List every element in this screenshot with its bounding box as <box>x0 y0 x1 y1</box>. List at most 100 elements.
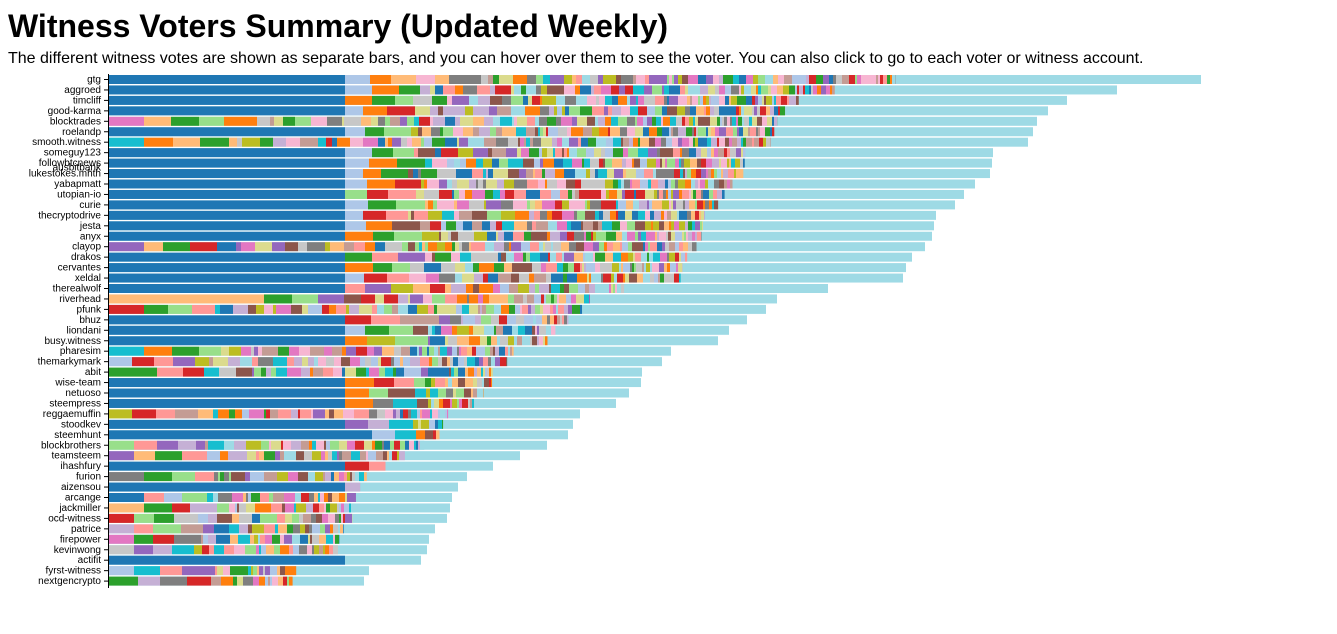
bar-segment[interactable] <box>564 85 575 95</box>
bar-segment[interactable] <box>536 315 542 325</box>
bar-segment[interactable] <box>539 325 546 335</box>
bar-segment[interactable] <box>109 576 138 586</box>
bar-segment[interactable] <box>221 566 223 576</box>
bar-segment[interactable] <box>363 169 381 179</box>
bar-segment[interactable] <box>254 534 258 544</box>
bar-segment[interactable] <box>674 75 678 84</box>
bar-segment[interactable] <box>772 95 774 105</box>
bar-segment[interactable] <box>613 179 618 189</box>
bar-segment[interactable] <box>662 242 665 252</box>
bar-segment[interactable] <box>749 106 752 116</box>
bar-segment[interactable] <box>534 273 546 283</box>
bar-segment[interactable] <box>283 440 291 450</box>
bar-segment[interactable] <box>687 210 691 220</box>
bar-segment[interactable] <box>645 189 654 199</box>
bar-segment[interactable] <box>203 524 214 534</box>
bar-segment[interactable] <box>427 179 439 189</box>
bar-segment[interactable] <box>207 493 213 502</box>
bar-segment[interactable] <box>489 106 497 116</box>
bar-segment[interactable] <box>733 127 737 137</box>
bar-segment[interactable] <box>700 95 703 105</box>
bar-segment[interactable] <box>523 95 528 105</box>
bar-segment[interactable] <box>778 106 780 116</box>
bar-segment[interactable] <box>496 325 503 335</box>
bar-segment[interactable] <box>514 116 517 126</box>
bar-segment[interactable] <box>522 273 529 283</box>
bar-segment[interactable] <box>460 158 466 168</box>
bar-segment[interactable] <box>318 357 326 367</box>
y-tick-label[interactable]: nextgencrypto <box>38 576 101 587</box>
bar-segment[interactable] <box>641 252 647 262</box>
bar-segment[interactable] <box>345 231 373 241</box>
bar-segment[interactable] <box>612 158 622 168</box>
bar-segment[interactable] <box>522 336 525 346</box>
bar-segment[interactable] <box>623 273 625 283</box>
bar-segment[interactable] <box>277 472 288 482</box>
bar-segment[interactable] <box>499 346 505 356</box>
bar-segment[interactable] <box>669 221 671 231</box>
bar-segment[interactable] <box>436 367 442 377</box>
bar-segment[interactable] <box>480 304 482 314</box>
bar-segment[interactable] <box>396 409 400 419</box>
bar-segment[interactable] <box>557 263 563 273</box>
bar-segment[interactable] <box>425 200 428 210</box>
bar-segment[interactable] <box>299 513 303 523</box>
bar-segment[interactable] <box>504 242 509 252</box>
bar-segment[interactable] <box>553 242 561 252</box>
bar-segment[interactable] <box>540 189 551 199</box>
bar-segment[interactable] <box>680 169 683 179</box>
bar-row-yabapmatt[interactable] <box>109 179 975 189</box>
bar-segment[interactable] <box>182 451 207 461</box>
bar-segment[interactable] <box>394 378 414 388</box>
bar-segment[interactable] <box>635 116 637 126</box>
bar-segment[interactable] <box>680 148 682 158</box>
bar-segment[interactable] <box>719 179 724 189</box>
bar-segment[interactable] <box>445 116 455 126</box>
bar-row-aizensou[interactable] <box>109 482 458 492</box>
bar-segment[interactable] <box>460 252 471 262</box>
bar-segment[interactable] <box>453 169 456 179</box>
bar-segment[interactable] <box>462 304 469 314</box>
bar-segment[interactable] <box>345 263 373 273</box>
bar-segment[interactable] <box>163 242 190 252</box>
bar-segment[interactable] <box>453 357 458 367</box>
bar-segment[interactable] <box>439 231 441 241</box>
bar-segment[interactable] <box>555 169 564 179</box>
bar-segment[interactable] <box>484 200 486 210</box>
bar-segment[interactable] <box>878 75 880 84</box>
bar-segment[interactable] <box>395 95 413 105</box>
bar-segment[interactable] <box>876 75 878 84</box>
bar-segment[interactable] <box>469 95 478 105</box>
bar-segment[interactable] <box>665 148 673 158</box>
bar-segment[interactable] <box>292 513 299 523</box>
bar-segment[interactable] <box>401 137 407 147</box>
bar-segment[interactable] <box>187 576 211 586</box>
bar-segment[interactable] <box>154 357 173 367</box>
bar-segment[interactable] <box>466 75 481 84</box>
bar-segment[interactable] <box>254 367 261 377</box>
bar-segment[interactable] <box>688 85 692 95</box>
bar-segment[interactable] <box>743 148 746 158</box>
bar-segment[interactable] <box>506 252 514 262</box>
bar-segment[interactable] <box>418 419 421 429</box>
bar-segment[interactable] <box>215 304 220 314</box>
bar-segment[interactable] <box>766 106 770 116</box>
bar-segment[interactable] <box>428 336 430 346</box>
bar-segment[interactable] <box>109 169 345 179</box>
bar-segment[interactable] <box>752 95 755 105</box>
bar-segment[interactable] <box>628 148 638 158</box>
bar-segment[interactable] <box>582 75 590 84</box>
bar-segment[interactable] <box>337 357 341 367</box>
bar-segment[interactable] <box>449 75 466 84</box>
bar-segment[interactable] <box>451 231 458 241</box>
bar-segment[interactable] <box>332 493 339 502</box>
bar-segment[interactable] <box>634 189 636 199</box>
bar-segment[interactable] <box>892 75 895 84</box>
bar-segment[interactable] <box>500 116 512 126</box>
bar-segment[interactable] <box>492 148 506 158</box>
bar-segment[interactable] <box>667 106 677 116</box>
bar-segment[interactable] <box>698 116 704 126</box>
bar-segment[interactable] <box>500 189 505 199</box>
bar-segment[interactable] <box>343 409 354 419</box>
bar-segment[interactable] <box>617 273 623 283</box>
